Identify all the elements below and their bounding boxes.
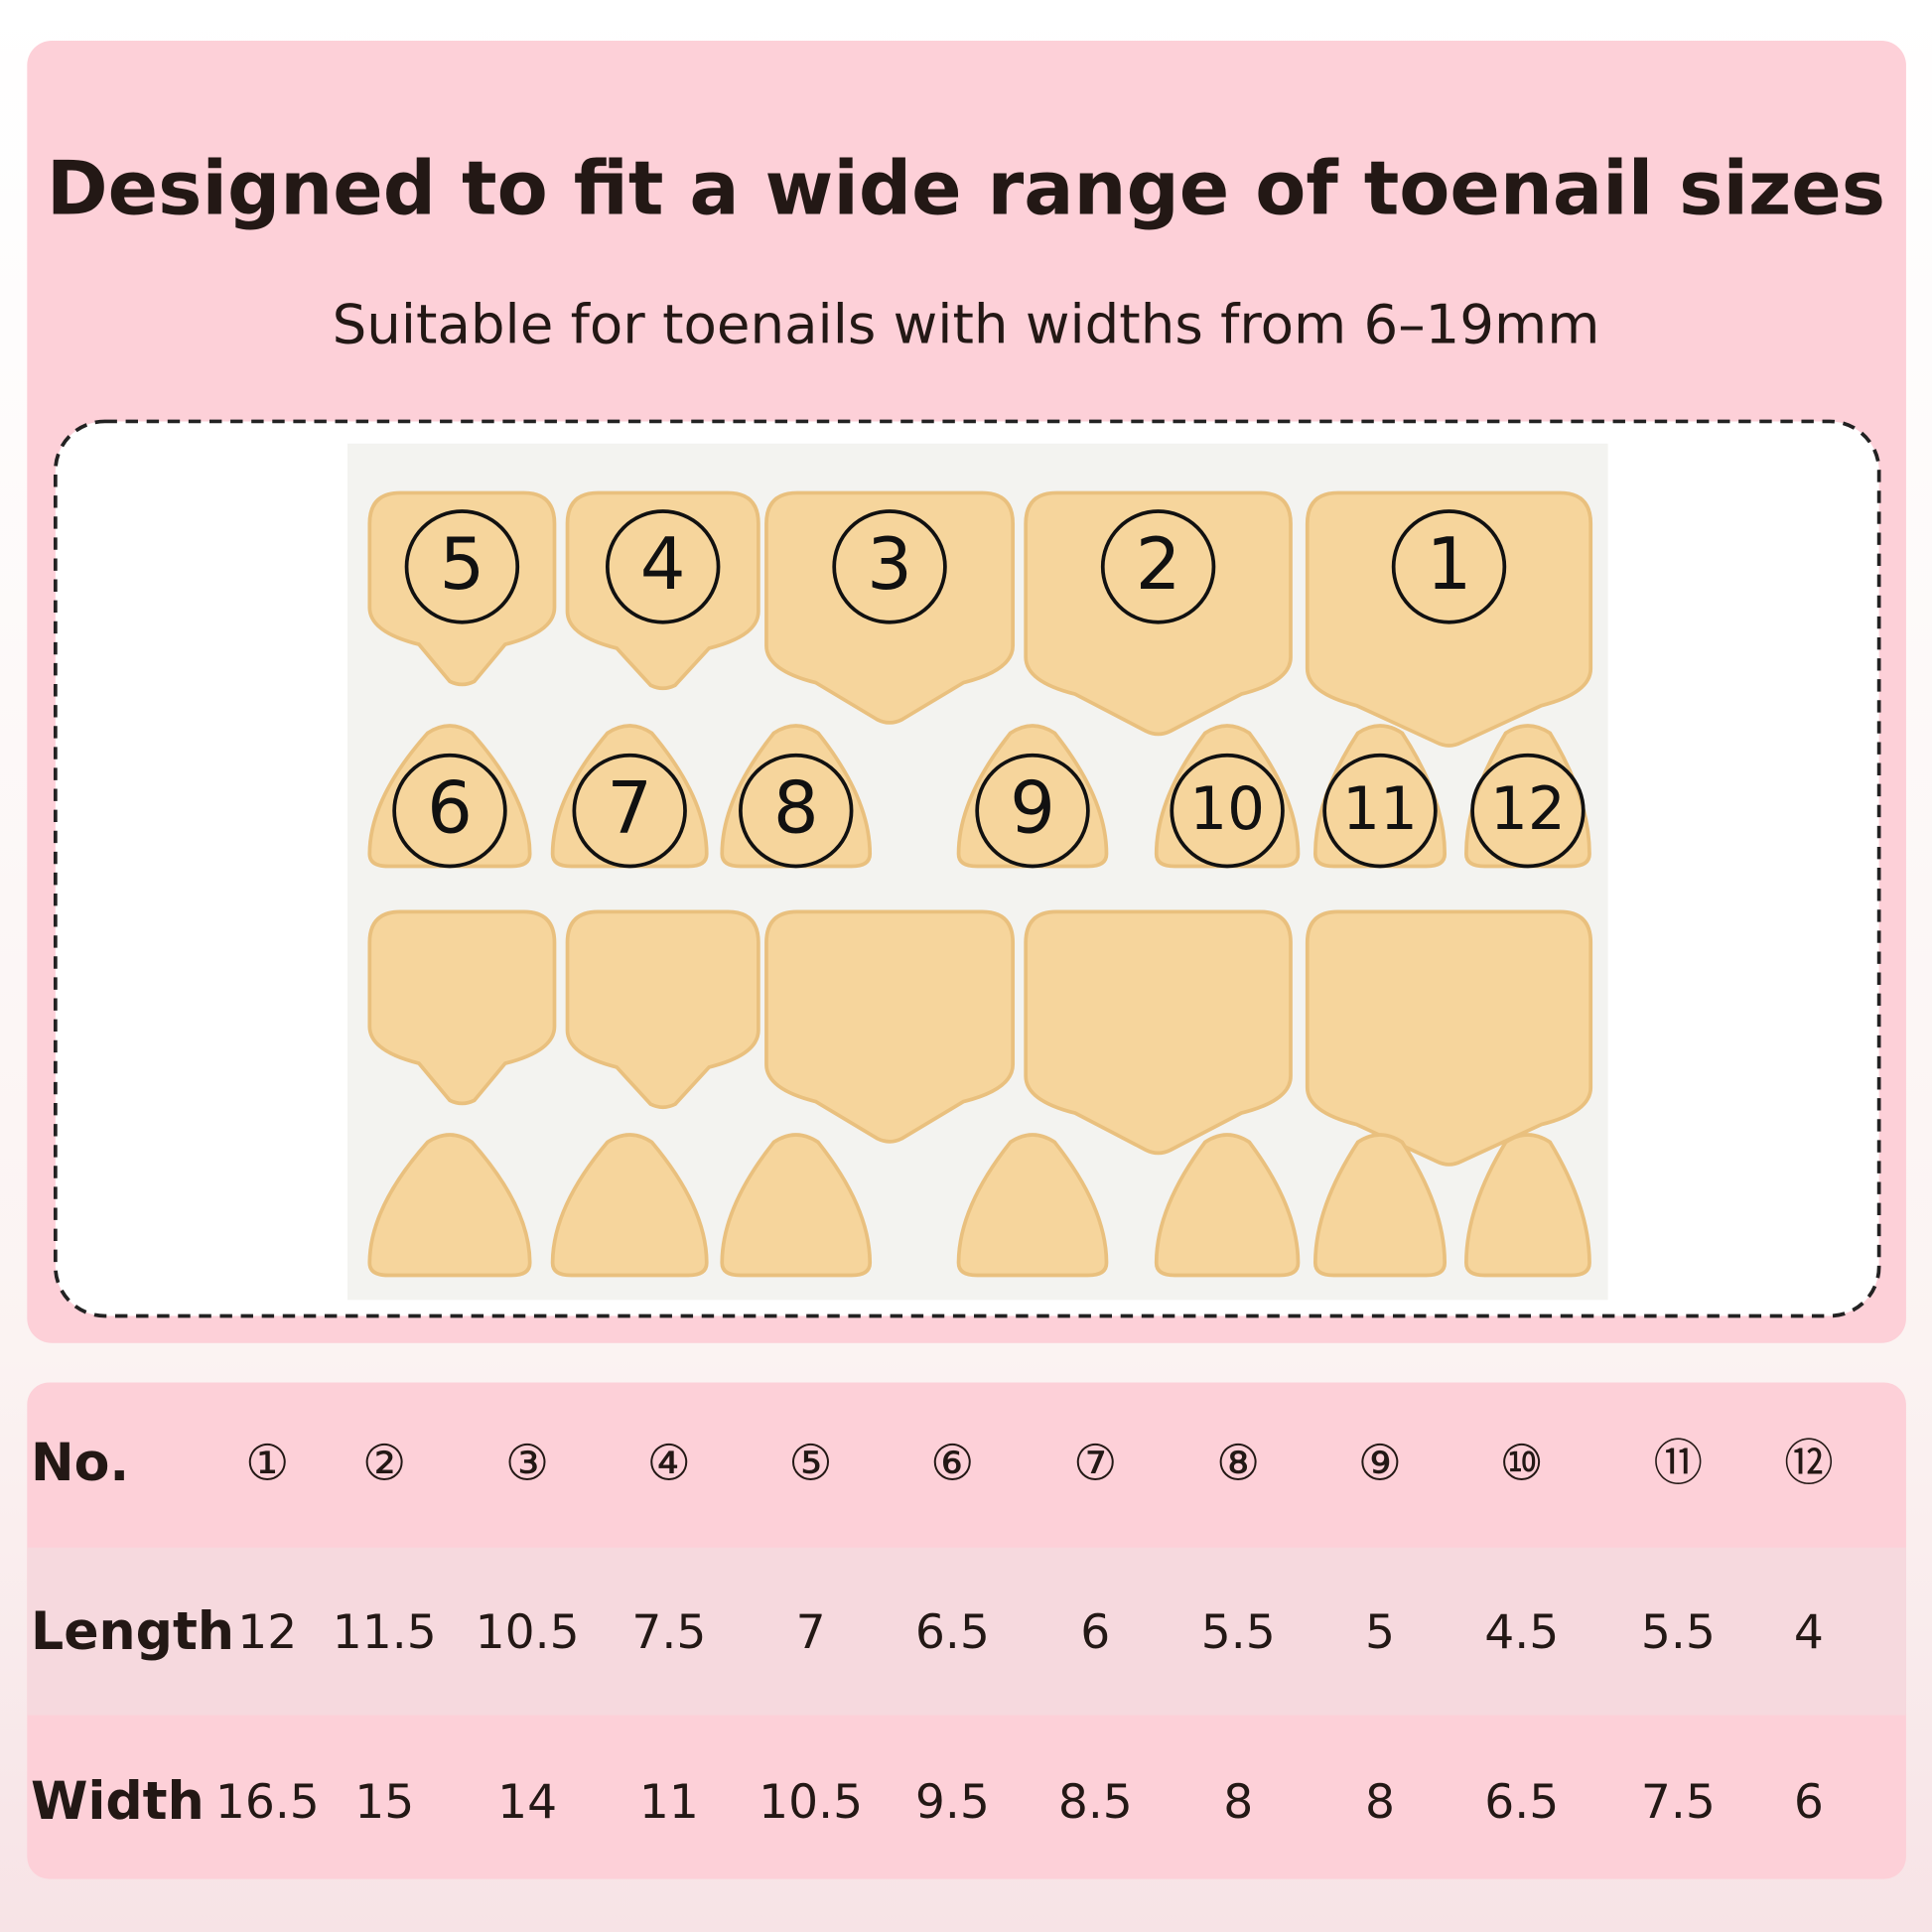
sticker bbox=[1024, 909, 1293, 1156]
sticker bbox=[1154, 1133, 1301, 1278]
row-label: No. bbox=[31, 1434, 129, 1493]
table-cell: ④ bbox=[647, 1434, 692, 1491]
sticker bbox=[1154, 724, 1301, 869]
table-cell: 7 bbox=[796, 1605, 826, 1660]
table-cell: 11 bbox=[639, 1775, 699, 1830]
sticker bbox=[956, 1133, 1109, 1278]
sticker bbox=[720, 724, 873, 869]
subtitle: Suitable for toenails with widths from 6… bbox=[333, 292, 1600, 355]
table-cell: 8 bbox=[1223, 1775, 1253, 1830]
table-cell: ② bbox=[362, 1434, 407, 1491]
table-cell: ③ bbox=[505, 1434, 550, 1491]
sticker bbox=[367, 490, 557, 687]
sticker bbox=[367, 909, 557, 1106]
table-cell: 6.5 bbox=[915, 1605, 990, 1660]
sticker-number: 10 bbox=[1189, 775, 1265, 844]
table-cell: 6.5 bbox=[1484, 1775, 1559, 1830]
sticker bbox=[1024, 490, 1293, 737]
title: Designed to fit a wide range of toenail … bbox=[47, 145, 1885, 231]
table-cell: 7.5 bbox=[631, 1605, 706, 1660]
sticker-number: 6 bbox=[427, 766, 473, 850]
number-circle bbox=[605, 509, 721, 624]
table-cell: 9.5 bbox=[915, 1775, 990, 1830]
sticker bbox=[550, 1133, 709, 1278]
sticker bbox=[764, 909, 1016, 1144]
table-cell: 10.5 bbox=[476, 1605, 580, 1660]
number-circle bbox=[392, 753, 507, 869]
sticker bbox=[764, 490, 1016, 725]
row-label: Width bbox=[31, 1772, 205, 1832]
sticker-number: 4 bbox=[640, 522, 686, 606]
table-cell: ⑩ bbox=[1499, 1434, 1544, 1491]
table-cell: 8.5 bbox=[1058, 1775, 1133, 1830]
sticker-number: 3 bbox=[867, 522, 912, 606]
table-cell: 14 bbox=[497, 1775, 557, 1830]
table-cell: ⑧ bbox=[1216, 1434, 1261, 1491]
sticker bbox=[1464, 1133, 1591, 1278]
table-cell: 4.5 bbox=[1484, 1605, 1559, 1660]
sticker-number: 7 bbox=[607, 766, 652, 850]
table-cell: ⑪ bbox=[1654, 1434, 1704, 1491]
table-cell: ⑦ bbox=[1073, 1434, 1118, 1491]
number-circle bbox=[1170, 753, 1285, 869]
sticker bbox=[1305, 490, 1593, 748]
number-circle bbox=[1470, 753, 1586, 869]
number-circle bbox=[1100, 509, 1216, 624]
sticker-number: 5 bbox=[440, 522, 485, 606]
table-cell: ⑨ bbox=[1358, 1434, 1402, 1491]
table-cell: ⑤ bbox=[788, 1434, 833, 1491]
table-cell: 6 bbox=[1080, 1605, 1110, 1660]
table-cell: ⑥ bbox=[930, 1434, 975, 1491]
table-cell: 5 bbox=[1365, 1605, 1395, 1660]
sticker bbox=[367, 724, 532, 869]
sticker-number: 8 bbox=[773, 766, 819, 850]
number-circle bbox=[739, 753, 854, 869]
table-cell: 5.5 bbox=[1641, 1605, 1716, 1660]
number-circle bbox=[1322, 753, 1438, 869]
sticker bbox=[956, 724, 1109, 869]
sticker-number: 11 bbox=[1342, 775, 1418, 844]
sticker-number: 9 bbox=[1010, 766, 1055, 850]
number-circle bbox=[832, 509, 947, 624]
table-cell: 4 bbox=[1794, 1605, 1824, 1660]
table-cell: 15 bbox=[354, 1775, 414, 1830]
table-cell: 11.5 bbox=[333, 1605, 437, 1660]
table-cell: ⑫ bbox=[1784, 1434, 1834, 1491]
sticker bbox=[550, 724, 709, 869]
table-cell: 5.5 bbox=[1201, 1605, 1276, 1660]
table-cell: 7.5 bbox=[1641, 1775, 1716, 1830]
stickers: 5 4 3 2 1 6 7 8 9 10 11 12 bbox=[367, 490, 1593, 1278]
sticker bbox=[720, 1133, 873, 1278]
sticker bbox=[1312, 1133, 1448, 1278]
number-circle bbox=[1391, 509, 1507, 624]
sticker bbox=[367, 1133, 532, 1278]
number-circle bbox=[975, 753, 1090, 869]
number-circle bbox=[572, 753, 687, 869]
sticker-number: 1 bbox=[1427, 522, 1472, 606]
sticker bbox=[1305, 909, 1593, 1167]
table-cell: 16.5 bbox=[215, 1775, 320, 1830]
number-circle bbox=[404, 509, 520, 624]
table-cell: 8 bbox=[1365, 1775, 1395, 1830]
table-cell: 12 bbox=[237, 1605, 297, 1660]
row-label: Length bbox=[31, 1602, 234, 1662]
sticker-number: 12 bbox=[1490, 775, 1566, 844]
sticker-number: 2 bbox=[1136, 522, 1181, 606]
table-cell: ① bbox=[245, 1434, 290, 1491]
table-row-band bbox=[27, 1547, 1906, 1716]
table-cell: 6 bbox=[1794, 1775, 1824, 1830]
sticker bbox=[565, 909, 760, 1110]
table-cell: 10.5 bbox=[759, 1775, 863, 1830]
size-table: No. ① ② ③ ④ ⑤ ⑥ ⑦ ⑧ ⑨ ⑩ ⑪ ⑫ Length 12 11.5 10.5 7.5 7 6.5 6 5… bbox=[31, 1434, 1834, 1832]
